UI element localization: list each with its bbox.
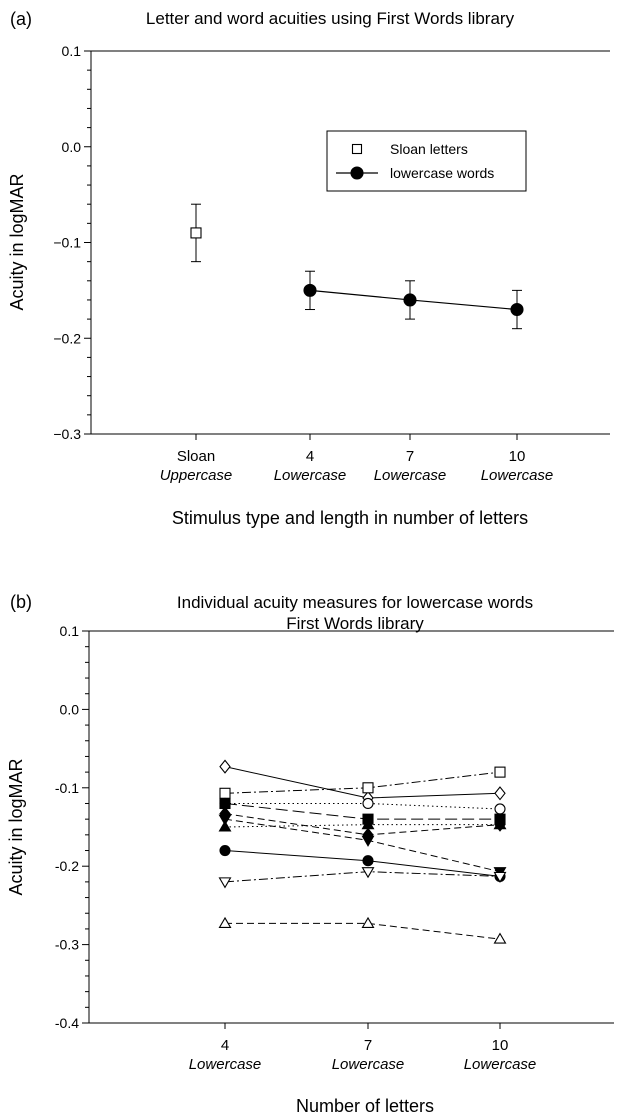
a-x-tick-sublabel: Uppercase xyxy=(160,467,233,484)
b-data-point xyxy=(494,803,506,815)
a-x-tick-label: 7 xyxy=(406,448,414,465)
a-legend-marker xyxy=(350,166,364,180)
b-data-point xyxy=(361,835,375,847)
b-x-tick-sublabel: Lowercase xyxy=(464,1056,537,1073)
b-x-tick-label: 7 xyxy=(364,1037,372,1054)
b-x-tick-sublabel: Lowercase xyxy=(189,1056,262,1073)
panel-a-x-categories: Sloan Uppercase 4 Lowercase 7 Lowercase 10 Lowe… xyxy=(160,434,554,484)
b-x-tick-label: 4 xyxy=(221,1037,229,1054)
panel-a-title: Letter and word acuities using First Wor… xyxy=(146,9,515,28)
a-y-tick-label: 0.1 xyxy=(62,43,82,59)
b-data-point xyxy=(361,867,375,879)
b-y-tick-label: 0.1 xyxy=(60,623,80,639)
a-y-tick-label: −0.1 xyxy=(53,235,81,251)
b-data-point xyxy=(361,818,375,830)
panel-b: (b) Individual acuity measures for lower… xyxy=(6,592,614,1116)
b-data-point xyxy=(361,916,375,928)
a-x-tick-label: Sloan xyxy=(177,448,215,465)
a-x-tick-sublabel: Lowercase xyxy=(274,467,347,484)
a-y-tick-label: 0.0 xyxy=(62,139,82,155)
panel-b-x-axis-title: Number of letters xyxy=(296,1096,434,1116)
b-data-point xyxy=(219,844,231,857)
a-data-point xyxy=(403,293,417,307)
a-x-tick-sublabel: Lowercase xyxy=(481,467,554,484)
b-series-line xyxy=(224,818,501,873)
b-y-tick-label: -0.4 xyxy=(55,1015,79,1031)
panel-a-plot xyxy=(90,50,610,435)
a-legend-marker xyxy=(351,143,363,155)
b-x-tick-sublabel: Lowercase xyxy=(332,1056,405,1073)
panel-b-title: Individual acuity measures for lowercase… xyxy=(177,593,533,612)
b-y-tick-label: -0.1 xyxy=(55,780,79,796)
panel-a-legend: Sloan letters lowercase words xyxy=(326,130,527,192)
panel-b-y-ticks: 0.1 0.0 -0.1 -0.2 -0.3 -0.4 xyxy=(55,623,89,1031)
a-x-tick-sublabel: Lowercase xyxy=(374,467,447,484)
a-data-point xyxy=(190,227,202,239)
b-data-point xyxy=(219,759,231,774)
b-data-point xyxy=(493,871,507,883)
a-x-tick-label: 4 xyxy=(306,448,314,465)
panel-b-tag: (b) xyxy=(10,592,32,612)
b-data-point xyxy=(218,916,232,928)
b-data-point xyxy=(362,855,374,867)
panel-a: (a) Letter and word acuities using First… xyxy=(7,9,610,528)
b-data-point xyxy=(218,814,232,826)
a-legend-label: Sloan letters xyxy=(390,141,468,157)
b-series-line xyxy=(224,824,500,828)
b-y-tick-label: 0.0 xyxy=(60,701,80,717)
panel-b-plot xyxy=(88,630,614,1024)
a-legend-label: lowercase words xyxy=(390,165,494,181)
b-data-point xyxy=(218,877,232,889)
b-x-tick-label: 10 xyxy=(492,1037,509,1054)
panel-b-x-categories: 4 Lowercase 7 Lowercase 10 Lowercase xyxy=(189,1023,537,1073)
b-y-tick-label: -0.2 xyxy=(55,858,79,874)
panel-a-y-axis-title: Acuity in logMAR xyxy=(7,173,27,310)
b-data-point xyxy=(493,932,507,944)
a-y-tick-label: −0.2 xyxy=(53,330,81,346)
b-series-line xyxy=(225,922,501,940)
panel-b-y-axis-title: Acuity in logMAR xyxy=(6,758,26,895)
panel-b-subtitle: First Words library xyxy=(286,614,424,633)
panel-a-x-axis-title: Stimulus type and length in number of le… xyxy=(172,508,528,528)
b-data-point xyxy=(494,766,506,778)
panel-a-tag: (a) xyxy=(10,9,32,29)
a-y-tick-label: −0.3 xyxy=(53,426,81,442)
b-data-point xyxy=(493,818,507,830)
b-data-point xyxy=(362,797,374,810)
b-data-point xyxy=(494,786,506,801)
b-data-point xyxy=(219,787,231,799)
a-data-point xyxy=(303,283,317,297)
b-y-tick-label: -0.3 xyxy=(55,937,79,953)
panel-a-y-ticks: 0.1 0.0 −0.1 −0.2 −0.3 xyxy=(53,43,91,442)
a-data-point xyxy=(510,302,524,317)
b-data-point xyxy=(362,782,374,794)
b-data-point xyxy=(218,820,232,832)
a-x-tick-label: 10 xyxy=(509,448,526,465)
b-series-line xyxy=(224,871,501,883)
a-legend-box xyxy=(326,130,527,192)
